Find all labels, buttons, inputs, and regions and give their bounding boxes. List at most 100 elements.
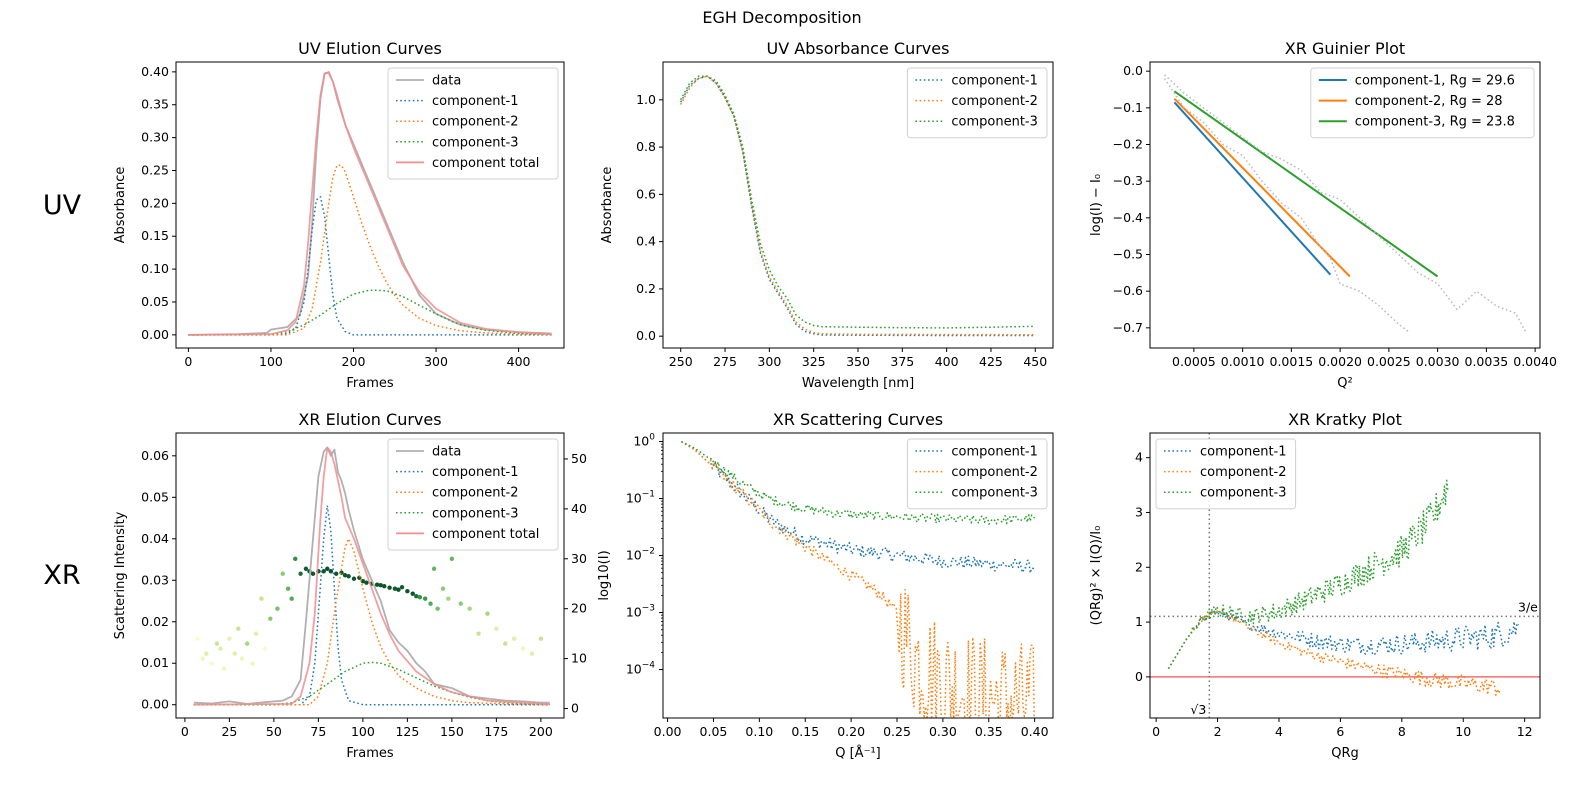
- y-tick-label: 10−1: [626, 490, 655, 506]
- x-tick-label: 0.25: [883, 724, 911, 739]
- legend-label-component-1: component-1: [1200, 445, 1287, 460]
- scatter-point: [382, 584, 387, 589]
- legend-label-component-total: component total: [432, 156, 539, 171]
- chart-title: UV Absorbance Curves: [767, 39, 950, 58]
- legend-box: [1310, 67, 1535, 139]
- x-tick-label: 4: [1275, 724, 1283, 739]
- legend-box: [1155, 438, 1297, 510]
- plot-area: [188, 71, 552, 336]
- x-tick-label: 0.40: [1021, 724, 1049, 739]
- x-tick-label: 25: [221, 724, 237, 739]
- legend-label-component-3: component-3: [432, 506, 519, 521]
- x-axis-label: QRg: [1331, 746, 1359, 761]
- y2-tick-label: 20: [571, 601, 587, 616]
- legend-label-component-1: component-1: [951, 74, 1038, 89]
- x-tick-label: 200: [342, 354, 366, 369]
- series-line-component-1: [188, 196, 552, 336]
- vline-label: √3: [1190, 702, 1206, 717]
- x-tick-label: 100: [351, 724, 375, 739]
- scatter-point: [280, 571, 285, 576]
- scatter-point: [449, 556, 455, 561]
- x-tick-label: 325: [802, 354, 826, 369]
- x-tick-label: 0.20: [837, 724, 865, 739]
- y2-axis-label: log10(I): [597, 550, 612, 600]
- x-tick-label: 12: [1517, 724, 1533, 739]
- chart-uv_absorbance: UV Absorbance Curves 250 275 300 325 350 375 40…: [600, 39, 1054, 391]
- series-line-component-2: [1167, 609, 1501, 696]
- x-tick-label: 0.0040: [1513, 354, 1557, 369]
- scatter-point: [268, 616, 273, 621]
- axes-frame: [662, 61, 1054, 349]
- scatter-point: [428, 601, 433, 606]
- series-line-component-3: [193, 661, 550, 706]
- scatter-point: [200, 656, 205, 661]
- y-tick-label: 2: [1135, 559, 1143, 574]
- y-tick-exponent: −4: [642, 661, 656, 671]
- x-tick-label: 0.0035: [1465, 354, 1509, 369]
- axes-frame: [175, 432, 565, 719]
- x-tick-label: 100: [259, 354, 283, 369]
- x-tick-label: 0.0005: [1172, 354, 1216, 369]
- scatter-point: [227, 636, 232, 641]
- legend-label-component-3: component-3: [951, 486, 1038, 501]
- y-tick-label: 0.6: [636, 186, 656, 201]
- x-axis-label: Q²: [1337, 376, 1352, 391]
- scatter-point: [387, 585, 392, 590]
- legend-label-component-2: component-2: [432, 486, 519, 501]
- series-line-component-2: [680, 440, 1035, 718]
- x-tick-label: 75: [310, 724, 326, 739]
- scatter-point: [431, 566, 437, 571]
- legend-label-component-3: component-3: [951, 115, 1038, 130]
- y-tick-label: 0.2: [636, 281, 656, 296]
- x-axis-label: Frames: [346, 376, 394, 391]
- legend-box: [387, 438, 559, 551]
- scatter-point: [298, 571, 303, 576]
- series-line-component-1: [1167, 609, 1520, 670]
- x-tick-label: 10: [1455, 724, 1471, 739]
- x-tick-label: 50: [266, 724, 282, 739]
- x-tick-label: 0.30: [929, 724, 957, 739]
- y-tick-exponent: −2: [642, 547, 655, 557]
- scatter-point: [303, 566, 309, 571]
- legend-label-component-1: component-1: [432, 465, 519, 480]
- x-tick-label: 400: [507, 354, 531, 369]
- plot-area: [1163, 74, 1527, 333]
- scatter-point: [458, 601, 463, 606]
- series-line-component-3: [681, 440, 1036, 525]
- x-tick-label: 375: [890, 354, 914, 369]
- legend-box: [906, 67, 1048, 139]
- chart-uv_elution: UV Elution Curves 0 100 200 300 400 0.00 0.05 0.…: [113, 39, 565, 391]
- legend-label-data: data: [432, 74, 461, 89]
- x-tick-label: 6: [1336, 724, 1344, 739]
- series-line-component-total: [188, 72, 552, 336]
- y-tick-label: −0.4: [1113, 210, 1143, 225]
- scatter-point: [346, 574, 351, 579]
- scatter-point: [342, 573, 348, 578]
- scatter-point: [221, 666, 227, 671]
- legend: data component-1 component-2 component-3 com…: [387, 67, 559, 180]
- scatter-point: [374, 582, 380, 587]
- axes-frame: [175, 61, 565, 349]
- row-label-uv: UV: [43, 190, 82, 221]
- series-line-component-1: [680, 440, 1036, 574]
- x-tick-label: 0.0025: [1367, 354, 1411, 369]
- series-line-component-3: [188, 289, 552, 336]
- axes-frame: [1149, 432, 1541, 719]
- chart-xr_guinier: XR Guinier Plot 0.0005 0.0010 0.0015 0.0020 0…: [1089, 39, 1557, 391]
- x-tick-label: 175: [484, 724, 508, 739]
- x-tick-label: 400: [935, 354, 959, 369]
- plot-area: [193, 446, 550, 706]
- y-tick-label: 0.0: [1123, 63, 1143, 78]
- legend-label-component-2: component-2: [951, 465, 1038, 480]
- legend: component-1 component-2 component-3: [906, 67, 1048, 139]
- y-tick-label: 1.0: [636, 92, 656, 107]
- y-tick-label: −0.1: [1113, 100, 1143, 115]
- scatter-point: [485, 611, 490, 616]
- x-tick-label: 0.0030: [1416, 354, 1460, 369]
- y-tick-label: 0.15: [141, 228, 169, 243]
- legend-label-component-1-rg-29-6: component-1, Rg = 29.6: [1355, 74, 1515, 89]
- chart-title: UV Elution Curves: [298, 39, 442, 58]
- y-tick-label: 0.00: [141, 697, 169, 712]
